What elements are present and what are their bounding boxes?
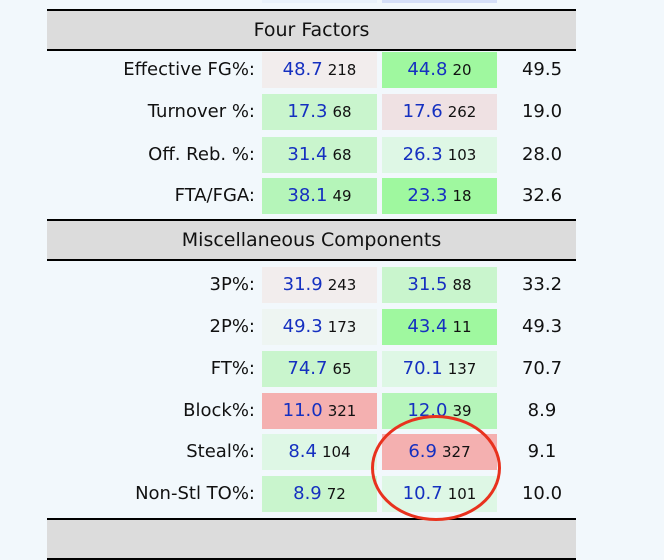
offense-cell: 31.4 68 <box>262 137 377 173</box>
offense-value[interactable]: 31.9 <box>282 274 323 295</box>
section-header: Miscellaneous Components <box>47 219 576 261</box>
stat-row: FTA/FGA: 38.1 49 23.3 18 32.6 <box>47 178 576 214</box>
offense-cell: 48.7 218 <box>262 52 377 88</box>
defense-value[interactable]: 31.5 <box>407 274 448 295</box>
defense-value[interactable]: 10.7 <box>402 483 443 504</box>
defense-rank: 11 <box>452 318 472 336</box>
offense-value[interactable]: 11.0 <box>282 400 323 421</box>
offense-rank: 68 <box>332 103 352 121</box>
stat-label: Off. Reb. %: <box>148 144 255 165</box>
defense-cell: 44.8 20 <box>382 52 497 88</box>
prev-cell-offense <box>262 0 377 3</box>
defense-rank: 88 <box>452 276 472 294</box>
stat-label: Effective FG%: <box>123 59 255 80</box>
stat-row: Steal%: 8.4 104 6.9 327 9.1 <box>47 434 576 470</box>
offense-cell: 17.3 68 <box>262 94 377 130</box>
next-section-header <box>47 518 576 560</box>
defense-cell: 31.5 88 <box>382 267 497 303</box>
defense-value[interactable]: 23.3 <box>407 185 448 206</box>
offense-rank: 173 <box>327 318 357 336</box>
d1-average: 9.1 <box>527 441 557 462</box>
defense-value[interactable]: 44.8 <box>407 59 448 80</box>
stat-row: 2P%: 49.3 173 43.4 11 49.3 <box>47 309 576 345</box>
stat-row: Turnover %: 17.3 68 17.6 262 19.0 <box>47 94 576 130</box>
defense-value[interactable]: 6.9 <box>408 441 437 462</box>
d1-average: 32.6 <box>521 185 563 206</box>
defense-rank: 20 <box>452 61 472 79</box>
stat-label: 3P%: <box>209 274 255 295</box>
offense-cell: 38.1 49 <box>262 178 377 214</box>
offense-cell: 31.9 243 <box>262 267 377 303</box>
defense-cell: 23.3 18 <box>382 178 497 214</box>
defense-cell: 17.6 262 <box>382 94 497 130</box>
section-header: Four Factors <box>47 9 576 51</box>
defense-value[interactable]: 17.6 <box>402 101 443 122</box>
offense-rank: 72 <box>326 485 346 503</box>
offense-value[interactable]: 31.4 <box>287 144 328 165</box>
stat-label: Non-Stl TO%: <box>135 483 255 504</box>
offense-rank: 321 <box>327 402 357 420</box>
stat-row: Block%: 11.0 321 12.0 39 8.9 <box>47 393 576 429</box>
defense-value[interactable]: 43.4 <box>407 316 448 337</box>
offense-rank: 49 <box>332 187 352 205</box>
stat-row: FT%: 74.7 65 70.1 137 70.7 <box>47 351 576 387</box>
offense-cell: 8.4 104 <box>262 434 377 470</box>
stat-label: Block%: <box>183 400 255 421</box>
defense-rank: 39 <box>452 402 472 420</box>
d1-average: 49.5 <box>521 59 563 80</box>
defense-rank: 262 <box>447 103 477 121</box>
stat-row: Off. Reb. %: 31.4 68 26.3 103 28.0 <box>47 137 576 173</box>
offense-rank: 65 <box>332 360 352 378</box>
defense-cell: 6.9 327 <box>382 434 497 470</box>
stat-row: Non-Stl TO%: 8.9 72 10.7 101 10.0 <box>47 476 576 512</box>
defense-rank: 327 <box>442 443 471 461</box>
offense-value[interactable]: 48.7 <box>282 59 323 80</box>
defense-cell: 43.4 11 <box>382 309 497 345</box>
stat-row: Effective FG%: 48.7 218 44.8 20 49.5 <box>47 52 576 88</box>
defense-rank: 103 <box>447 146 477 164</box>
stat-row: 3P%: 31.9 243 31.5 88 33.2 <box>47 267 576 303</box>
stat-label: FTA/FGA: <box>174 185 255 206</box>
offense-rank: 243 <box>327 276 357 294</box>
d1-average: 10.0 <box>521 483 563 504</box>
defense-value[interactable]: 70.1 <box>402 358 443 379</box>
offense-rank: 68 <box>332 146 352 164</box>
offense-cell: 8.9 72 <box>262 476 377 512</box>
stat-label: 2P%: <box>209 316 255 337</box>
d1-average: 8.9 <box>527 400 557 421</box>
offense-rank: 104 <box>322 443 351 461</box>
offense-value[interactable]: 8.4 <box>288 441 317 462</box>
prev-cell-defense <box>382 0 497 3</box>
defense-value[interactable]: 26.3 <box>402 144 443 165</box>
offense-value[interactable]: 38.1 <box>287 185 328 206</box>
defense-value[interactable]: 12.0 <box>407 400 448 421</box>
offense-value[interactable]: 49.3 <box>282 316 323 337</box>
offense-cell: 11.0 321 <box>262 393 377 429</box>
defense-rank: 18 <box>452 187 472 205</box>
defense-cell: 70.1 137 <box>382 351 497 387</box>
d1-average: 70.7 <box>521 358 563 379</box>
stat-label: Steal%: <box>186 441 255 462</box>
offense-cell: 74.7 65 <box>262 351 377 387</box>
d1-average: 33.2 <box>521 274 563 295</box>
offense-value[interactable]: 8.9 <box>293 483 322 504</box>
offense-rank: 218 <box>327 61 357 79</box>
d1-average: 19.0 <box>521 101 563 122</box>
d1-average: 49.3 <box>521 316 563 337</box>
stat-label: FT%: <box>210 358 255 379</box>
defense-rank: 137 <box>447 360 477 378</box>
defense-cell: 26.3 103 <box>382 137 497 173</box>
defense-cell: 12.0 39 <box>382 393 497 429</box>
defense-rank: 101 <box>447 485 477 503</box>
defense-cell: 10.7 101 <box>382 476 497 512</box>
offense-cell: 49.3 173 <box>262 309 377 345</box>
offense-value[interactable]: 74.7 <box>287 358 328 379</box>
offense-value[interactable]: 17.3 <box>287 101 328 122</box>
d1-average: 28.0 <box>521 144 563 165</box>
stat-label: Turnover %: <box>147 101 255 122</box>
